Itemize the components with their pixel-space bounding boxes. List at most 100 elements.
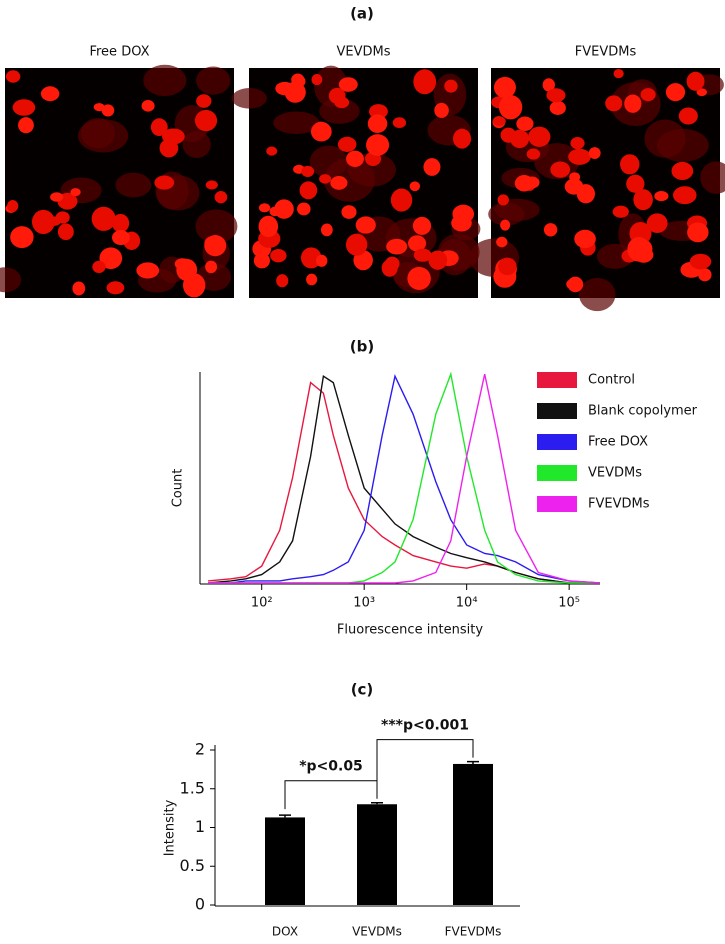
nucleus — [665, 83, 686, 102]
nucleus — [549, 100, 566, 115]
nucleus — [627, 237, 651, 262]
x-tick-label: VEVDMs — [352, 925, 402, 939]
nucleus — [176, 258, 198, 281]
nucleus — [367, 114, 388, 134]
nucleus — [31, 209, 55, 234]
nucleus — [345, 233, 368, 256]
image-caption: FVEVDMs — [575, 45, 637, 60]
nucleus — [111, 230, 130, 246]
nucleus — [276, 274, 289, 288]
legend-label: Free DOX — [588, 435, 648, 450]
nucleus — [106, 281, 125, 295]
cytoplasm — [115, 172, 152, 198]
nucleus — [546, 88, 566, 103]
nucleus — [566, 279, 577, 290]
cytoplasm — [700, 161, 725, 194]
nucleus — [337, 136, 357, 152]
nucleus — [196, 94, 212, 108]
nucleus — [493, 76, 516, 99]
nucleus — [57, 223, 74, 241]
error-bar — [371, 801, 383, 805]
nucleus — [496, 236, 508, 248]
legend-label: VEVDMs — [588, 466, 642, 481]
nucleus — [48, 216, 61, 226]
nucleus — [366, 134, 390, 156]
x-tick-label: 10² — [251, 596, 273, 611]
nucleus — [564, 178, 584, 195]
legend-swatch — [537, 434, 577, 450]
nucleus — [341, 205, 357, 219]
error-bar — [467, 760, 479, 764]
significance-bracket — [376, 739, 474, 797]
nucleus — [497, 194, 509, 206]
nucleus — [542, 78, 555, 92]
nucleus — [7, 199, 19, 213]
nucleus — [423, 158, 441, 176]
cytoplasm — [182, 130, 211, 158]
nucleus — [150, 118, 168, 137]
y-tick-label: 2 — [195, 740, 205, 759]
nucleus — [299, 181, 318, 200]
nucleus — [253, 252, 270, 269]
y-tick-label: 1.5 — [180, 778, 205, 797]
panel-label: (a) — [350, 5, 374, 23]
nucleus — [154, 175, 175, 190]
nucleus — [205, 260, 218, 274]
cytoplasm — [195, 209, 238, 244]
nucleus — [498, 95, 523, 120]
nucleus — [91, 206, 116, 231]
nucleus — [205, 180, 218, 190]
nucleus — [92, 260, 106, 273]
nucleus — [214, 191, 228, 204]
y-axis-title: Count — [171, 469, 186, 508]
nucleus — [500, 219, 511, 231]
nucleus — [297, 202, 311, 216]
nucleus — [574, 229, 596, 249]
nucleus — [301, 165, 315, 177]
nucleus — [528, 126, 551, 147]
nucleus — [526, 148, 541, 160]
nucleus — [633, 189, 653, 211]
nucleus — [101, 104, 115, 117]
x-tick-label: 10³ — [353, 596, 375, 611]
legend-swatch — [537, 372, 577, 388]
error-bar — [279, 814, 291, 818]
x-tick-label: 10⁴ — [456, 596, 478, 611]
nucleus — [613, 68, 624, 79]
cytoplasm — [196, 66, 231, 95]
nucleus — [306, 273, 318, 286]
x-tick-label: 10⁵ — [558, 596, 580, 611]
legend-label: FVEVDMs — [588, 497, 650, 512]
nucleus — [258, 215, 279, 238]
cytoplasm — [578, 277, 616, 312]
nucleus — [18, 117, 34, 134]
nucleus — [204, 235, 227, 257]
nucleus — [5, 70, 21, 83]
significance-label: *p<0.05 — [299, 759, 363, 775]
x-tick-label: DOX — [272, 925, 298, 939]
cytoplasm — [231, 88, 267, 109]
nucleus — [514, 175, 534, 192]
nucleus — [50, 192, 64, 202]
nucleus — [141, 100, 155, 112]
nucleus — [510, 129, 530, 149]
bar — [357, 804, 397, 905]
histogram-line — [208, 374, 601, 584]
nucleus — [258, 203, 271, 213]
nucleus — [40, 86, 60, 102]
nucleus — [640, 88, 656, 102]
nucleus — [434, 102, 449, 118]
nucleus — [275, 81, 295, 96]
nucleus — [319, 174, 332, 184]
nucleus — [99, 247, 123, 270]
nucleus — [270, 249, 287, 263]
nucleus — [686, 71, 705, 91]
nucleus — [413, 69, 437, 95]
nucleus — [330, 176, 348, 190]
nucleus — [452, 204, 475, 224]
nucleus — [543, 223, 558, 237]
nucleus — [412, 216, 432, 235]
nucleus — [516, 116, 534, 132]
nucleus — [10, 226, 34, 249]
nucleus — [671, 161, 694, 181]
